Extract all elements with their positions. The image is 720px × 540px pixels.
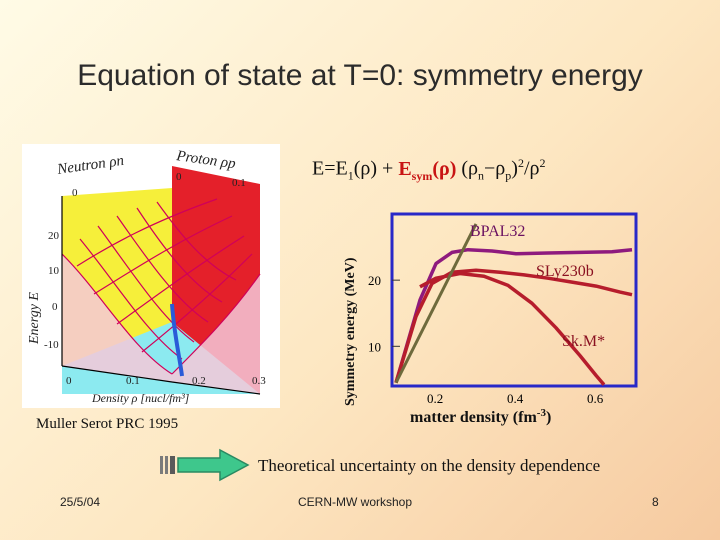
x-tick-label: 0.4 [507,391,524,406]
footer-event: CERN-MW workshop [298,495,413,509]
page-number: 8 [652,495,659,509]
energy-tick-m10: -10 [44,339,59,351]
energy-tick-0: 0 [52,301,58,313]
mesh-surface [62,254,260,394]
series-line-bpal32 [394,247,633,384]
chart-frame [390,212,638,388]
energy-surface-figure: Neutron ρn Proton ρp 0 0 0.1 Energy E 20… [22,144,280,408]
top-tick-1: 0 [176,171,182,183]
footer-date: 25/5/04 [60,495,101,509]
x-tick-label: 0.6 [587,391,604,406]
slide-title: Equation of state at T=0: symmetry energ… [77,59,643,92]
energy-axis-label: Energy E [27,292,42,345]
top-tick-0: 0 [72,187,78,199]
density-axis-label: Density ρ [nucl/fm³] [91,391,190,405]
symmetry-energy-formula: E=E1(ρ) + Esym(ρ) (ρn−ρp)2/ρ2 [312,156,546,183]
energy-tick-20: 20 [48,230,60,242]
density-tick-0: 0 [66,375,72,387]
symmetry-energy-chart: 20 10 0.2 0.4 0.6 Symmetry energy (MeV) matt… [343,212,638,426]
series-line-reference [394,223,478,384]
blue-curve [170,303,184,377]
chart-ylabel: Symmetry energy (MeV) [343,257,358,406]
footer-note: Theoretical uncertainty on the density d… [258,456,601,475]
series-label-bpal32: BPAL32 [470,223,525,240]
citation: Muller Serot PRC 1995 [36,416,179,432]
density-tick-03: 0.3 [252,375,266,387]
top-tick-2: 0.1 [232,177,246,189]
mesh-lines [61,198,261,375]
series-label-skm: Sk.M* [562,333,605,350]
arrow-icon [160,448,250,482]
y-tick-label: 20 [368,273,381,288]
series-line-skm [419,271,606,386]
y-tick-label: 10 [368,339,381,354]
density-tick-01: 0.1 [126,375,140,387]
density-tick-02: 0.2 [192,375,206,387]
chart-xlabel: matter density (fm-3) [410,407,551,426]
series-line-sly230b [394,268,633,384]
x-tick-label: 0.2 [427,391,443,406]
energy-tick-10: 10 [48,265,60,277]
series-label-sly230b: SLy230b [536,263,594,280]
